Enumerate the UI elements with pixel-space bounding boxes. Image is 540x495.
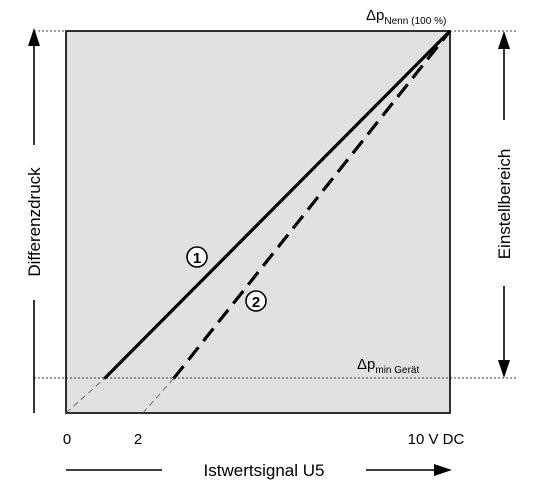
x-axis-arrow-head — [434, 464, 452, 476]
series-2-marker-label: 2 — [252, 294, 260, 311]
x-tick-2: 2 — [134, 431, 142, 448]
nominal-pressure-label: ΔpNenn (100 %) — [366, 7, 446, 27]
y-axis-label: Differenzdruck — [25, 167, 44, 277]
min-pressure-label: Δpmin Gerät — [357, 356, 419, 376]
right-axis-label: Einstellbereich — [495, 149, 514, 260]
series-1-extension — [65, 378, 105, 414]
y-axis-arrow-head — [28, 28, 40, 46]
range-arrow-head-bottom — [498, 360, 510, 378]
x-tick-10: 10 V DC — [408, 431, 465, 448]
series-2-marker: 2 — [245, 290, 267, 312]
series-2-extension — [142, 378, 174, 414]
series-layer — [65, 29, 452, 414]
series-1-marker-label: 1 — [193, 250, 201, 267]
x-axis-label: Istwertsignal U5 — [204, 461, 325, 480]
series-1-line — [103, 29, 452, 380]
x-tick-0: 0 — [63, 431, 71, 448]
series-1-marker: 1 — [186, 246, 208, 268]
series-2-line — [172, 30, 452, 380]
range-arrow-head-top — [498, 31, 510, 49]
